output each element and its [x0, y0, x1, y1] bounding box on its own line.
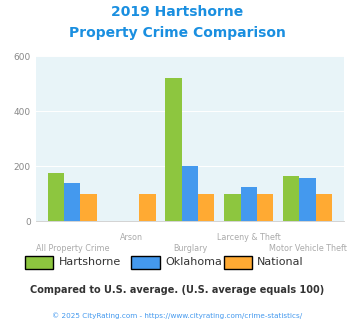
Bar	[198, 194, 214, 221]
Bar	[283, 176, 299, 221]
Bar	[139, 194, 155, 221]
Bar	[182, 166, 198, 221]
Bar	[241, 187, 257, 221]
Bar	[64, 182, 81, 221]
Bar	[299, 179, 316, 221]
Text: Burglary: Burglary	[173, 244, 207, 253]
Text: Arson: Arson	[120, 233, 143, 242]
Text: Hartshorne: Hartshorne	[59, 257, 121, 267]
Bar	[81, 194, 97, 221]
Bar	[48, 173, 64, 221]
Text: © 2025 CityRating.com - https://www.cityrating.com/crime-statistics/: © 2025 CityRating.com - https://www.city…	[53, 312, 302, 318]
Bar	[165, 78, 182, 221]
Bar	[316, 194, 332, 221]
Text: Oklahoma: Oklahoma	[165, 257, 222, 267]
Bar	[224, 194, 241, 221]
Text: Larceny & Theft: Larceny & Theft	[217, 233, 281, 242]
Text: 2019 Hartshorne: 2019 Hartshorne	[111, 5, 244, 19]
Text: Compared to U.S. average. (U.S. average equals 100): Compared to U.S. average. (U.S. average …	[31, 285, 324, 295]
Text: Property Crime Comparison: Property Crime Comparison	[69, 26, 286, 40]
Text: National: National	[257, 257, 304, 267]
Bar	[257, 194, 273, 221]
Text: Motor Vehicle Theft: Motor Vehicle Theft	[269, 244, 346, 253]
Text: All Property Crime: All Property Crime	[36, 244, 109, 253]
